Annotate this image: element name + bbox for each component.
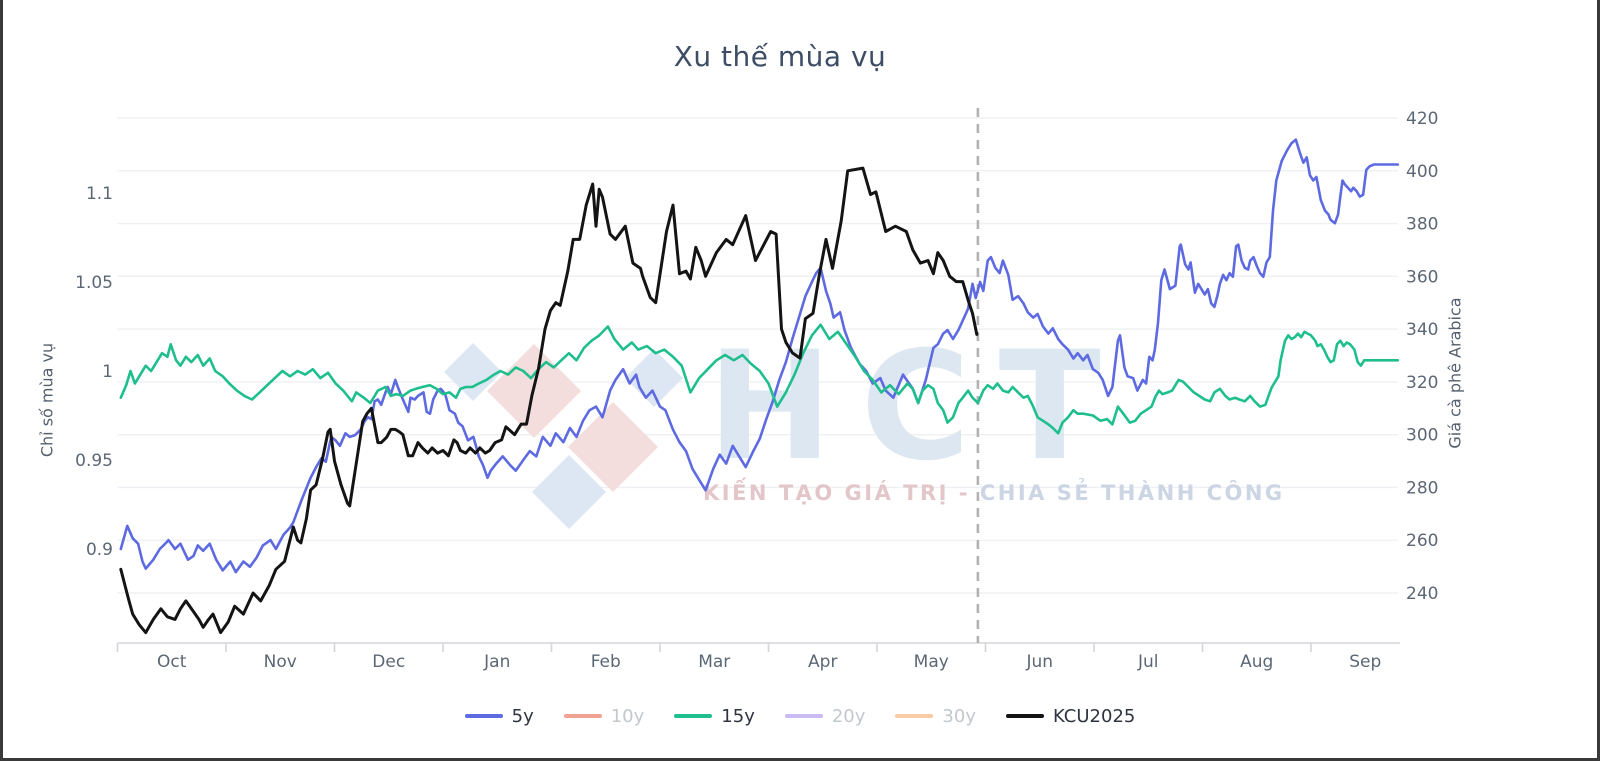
legend-label: 10y (610, 705, 645, 727)
right-y-tick-label: 320 (1406, 373, 1438, 393)
right-y-tick-label: 300 (1406, 426, 1438, 446)
legend-label: KCU2025 (1052, 705, 1136, 727)
watermark-diamond-icon (625, 349, 683, 407)
legend-swatch-icon (464, 714, 503, 718)
x-tick-label: Nov (264, 652, 297, 672)
left-y-tick-label: 1.05 (75, 273, 113, 293)
x-tick-label: Aug (1240, 652, 1273, 672)
x-tick-label: Jul (1137, 652, 1159, 672)
x-tick-label: Jan (483, 652, 510, 672)
right-y-tick-label: 380 (1406, 215, 1438, 235)
right-y-tick-label: 260 (1406, 531, 1438, 551)
legend-swatch-icon (674, 714, 713, 718)
x-tick-label: May (914, 652, 949, 672)
x-tick-label: Feb (591, 652, 621, 672)
watermark-diamond-icon (444, 343, 502, 401)
x-tick-label: Oct (157, 652, 187, 672)
x-tick-label: Jun (1025, 652, 1053, 672)
right-y-tick-label: 420 (1406, 109, 1438, 129)
legend-item-10y[interactable]: 10y (563, 705, 645, 727)
legend-label: 15y (721, 705, 755, 727)
series-line-5y (119, 138, 1400, 574)
chart-legend: 5y 10y 15y 20y 30y KCU2025 (3, 700, 1597, 732)
left-y-tick-label: 0.95 (75, 451, 113, 471)
page-title: Xu thế mùa vụ (673, 40, 887, 73)
legend-swatch-icon (895, 714, 934, 718)
watermark-diamond-icon (532, 455, 606, 529)
legend-label: 20y (831, 705, 866, 727)
legend-swatch-icon (563, 714, 602, 718)
right-y-tick-label: 340 (1406, 320, 1438, 340)
watermark-logo-text: HCT (707, 320, 1129, 494)
right-y-tick-label: 280 (1406, 478, 1438, 498)
watermark-tagline: KIẾN TẠO GIÁ TRỊ - CHIA SẺ THÀNH CÔNG (703, 477, 1285, 505)
legend-swatch-icon (784, 714, 823, 718)
left-y-tick-label: 1.1 (86, 184, 113, 204)
x-tick-label: Sep (1349, 652, 1381, 672)
legend-item-30y[interactable]: 30y (895, 706, 976, 727)
watermark-diamond-icon (568, 402, 658, 492)
legend-item-KCU2025[interactable]: KCU2025 (1005, 705, 1136, 727)
legend-item-20y[interactable]: 20y (784, 705, 866, 727)
x-tick-label: Mar (698, 652, 730, 672)
legend-label: 30y (942, 705, 976, 727)
x-tick-label: Dec (372, 652, 405, 672)
x-tick-label: Apr (808, 652, 837, 672)
legend-swatch-icon (1005, 714, 1044, 718)
right-y-tick-label: 400 (1406, 162, 1438, 182)
legend-item-5y[interactable]: 5y (464, 705, 534, 727)
legend-item-15y[interactable]: 15y (674, 706, 755, 727)
series-line-15y (119, 323, 1400, 435)
series-line-KCU2025 (119, 166, 979, 635)
left-y-tick-label: 1 (102, 362, 113, 382)
right-y-tick-label: 240 (1406, 584, 1438, 604)
left-y-tick-label: 0.9 (86, 540, 113, 560)
right-y-tick-label: 360 (1406, 267, 1438, 287)
legend-label: 5y (511, 705, 534, 727)
